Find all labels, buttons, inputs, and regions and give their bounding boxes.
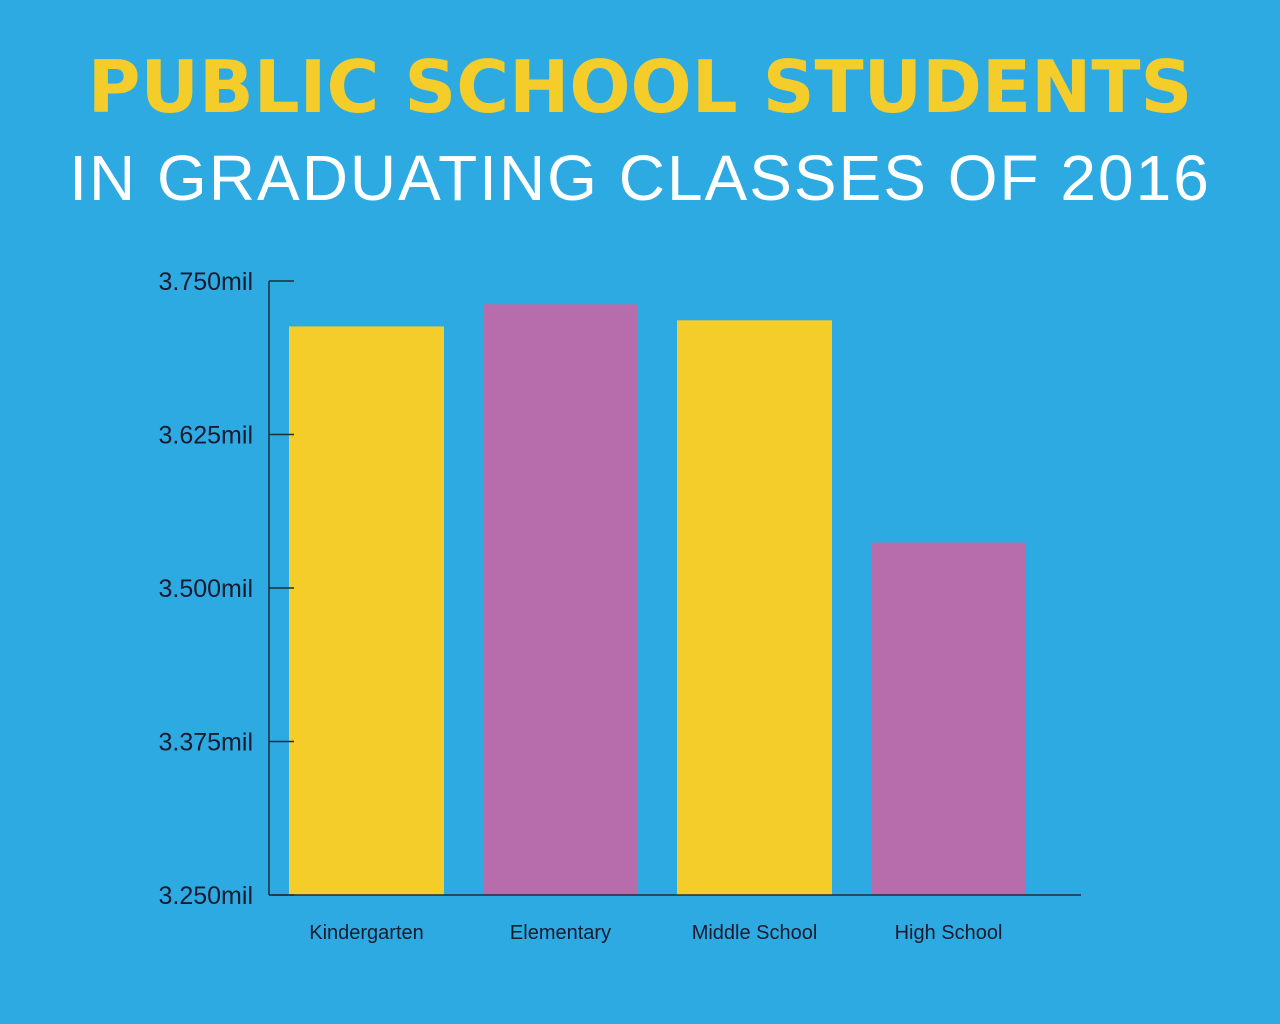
x-tick-label: High School [895, 922, 1003, 944]
y-tick-label: 3.750mil [159, 268, 254, 296]
y-tick-label: 3.250mil [159, 882, 254, 910]
bar-elementary [483, 304, 638, 895]
x-tick-label: Middle School [692, 922, 818, 944]
chart-subtitle: IN GRADUATING CLASSES OF 2016 [69, 142, 1211, 214]
axes-group [268, 280, 1081, 896]
x-tick-label: Elementary [510, 922, 611, 944]
x-tick-labels: Kindergarten Elementary Middle School High … [309, 922, 1002, 944]
x-tick-label: Kindergarten [309, 922, 424, 944]
y-tick-label: 3.625mil [159, 422, 254, 450]
y-tick-label: 3.500mil [159, 575, 254, 603]
chart-title: PUBLIC SCHOOL STUDENTS [87, 45, 1193, 129]
bars-group [289, 304, 1026, 895]
bar-high-school [871, 542, 1026, 895]
bar-middle-school [677, 320, 832, 895]
y-tick-label: 3.375mil [159, 729, 254, 757]
y-tick-labels: 3.250mil 3.375mil 3.500mil 3.625mil 3.750mil [159, 268, 254, 910]
bar-kindergarten [289, 326, 444, 895]
